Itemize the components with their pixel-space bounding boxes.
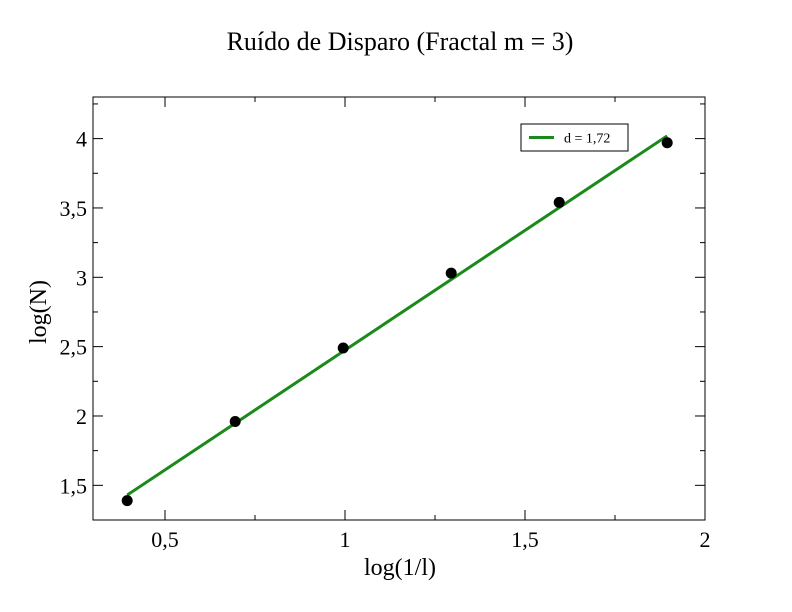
- chart-title: Ruído de Disparo (Fractal m = 3): [227, 27, 574, 56]
- fit-line: [126, 134, 669, 497]
- data-point: [445, 267, 457, 279]
- y-tick-label: 3,5: [60, 196, 88, 221]
- x-tick-label: 1: [340, 527, 351, 552]
- x-axis-label: log(1/l): [364, 555, 436, 581]
- data-point: [121, 495, 133, 507]
- plot-frame: [92, 96, 706, 521]
- y-tick-label: 1,5: [60, 473, 88, 498]
- legend-label: d = 1,72: [564, 132, 610, 147]
- x-tick-label: 1,5: [511, 527, 539, 552]
- y-axis-label: log(N): [26, 280, 52, 344]
- y-tick-label: 2: [76, 404, 87, 429]
- legend: d = 1,72: [520, 123, 629, 152]
- x-tick-label: 2: [700, 527, 711, 552]
- x-axis: 0,5 1 1,5 2: [151, 97, 711, 552]
- fit-line-series: [126, 134, 669, 497]
- y-tick-label: 2,5: [60, 335, 88, 360]
- y-axis: 1,5 2 2,5 3 3,5 4: [60, 103, 705, 521]
- y-tick-label: 3: [76, 265, 87, 290]
- data-point: [661, 137, 673, 149]
- data-points-series: [121, 137, 673, 507]
- data-point: [337, 342, 349, 354]
- data-point: [553, 196, 565, 208]
- y-tick-label: 4: [76, 127, 87, 152]
- data-point: [229, 416, 241, 428]
- x-tick-label: 0,5: [151, 527, 179, 552]
